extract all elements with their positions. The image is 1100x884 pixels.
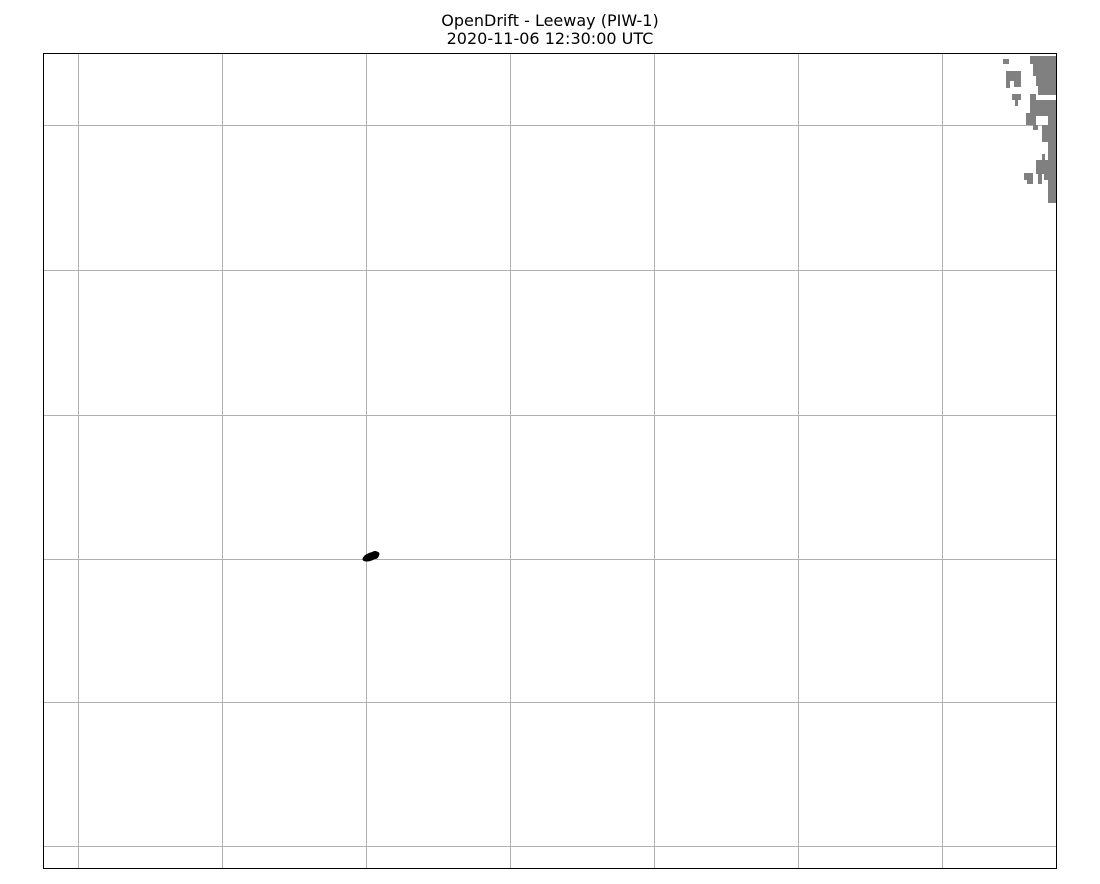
gridlines — [43, 53, 1057, 869]
plot-timestamp: 2020-11-06 12:30:00 UTC — [446, 29, 654, 48]
plot-title: OpenDrift - Leeway (PIW-1) — [441, 11, 659, 30]
particle — [371, 551, 379, 559]
map-frame — [43, 53, 1057, 869]
particle-cluster — [362, 551, 380, 562]
ocean-area — [43, 53, 1057, 869]
particle — [363, 554, 371, 562]
land-mass — [1003, 56, 1057, 203]
